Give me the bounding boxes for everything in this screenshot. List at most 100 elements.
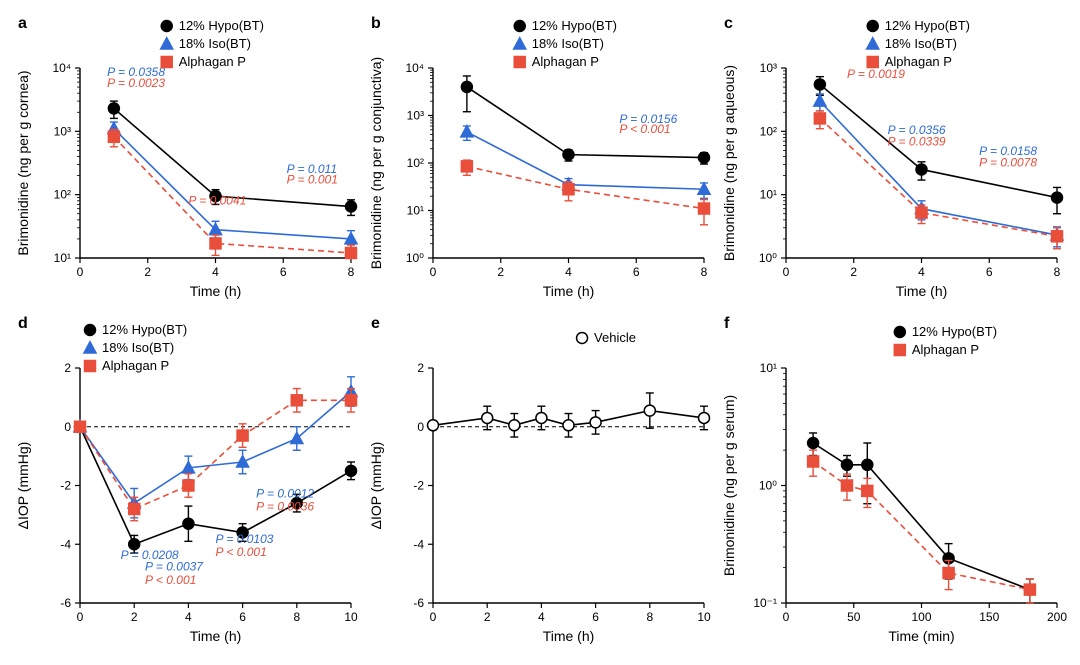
svg-text:P = 0.0339: P = 0.0339 — [888, 134, 946, 148]
svg-text:0: 0 — [430, 610, 437, 624]
svg-text:200: 200 — [1047, 610, 1067, 624]
svg-text:ΔIOP (mmHg): ΔIOP (mmHg) — [15, 442, 31, 530]
svg-text:2: 2 — [497, 265, 504, 279]
svg-text:10²: 10² — [407, 156, 424, 170]
svg-text:0: 0 — [77, 265, 84, 279]
svg-text:0: 0 — [417, 420, 424, 434]
svg-text:Alphagan P: Alphagan P — [532, 54, 599, 69]
svg-text:d: d — [18, 315, 28, 332]
svg-text:-6: -6 — [413, 596, 424, 610]
svg-text:P = 0.0036: P = 0.0036 — [256, 499, 314, 513]
svg-text:10: 10 — [697, 610, 711, 624]
svg-text:10¹: 10¹ — [760, 188, 777, 202]
svg-text:-2: -2 — [60, 479, 71, 493]
svg-text:12% Hypo(BT): 12% Hypo(BT) — [179, 18, 264, 33]
svg-text:10⁴: 10⁴ — [52, 61, 71, 75]
svg-text:-2: -2 — [413, 479, 424, 493]
svg-text:c: c — [724, 15, 733, 32]
svg-text:100: 100 — [911, 610, 931, 624]
svg-text:8: 8 — [701, 265, 708, 279]
svg-text:P = 0.0023: P = 0.0023 — [107, 76, 165, 90]
svg-text:10⁴: 10⁴ — [405, 61, 424, 75]
svg-text:2: 2 — [850, 265, 857, 279]
svg-text:Alphagan P: Alphagan P — [179, 54, 246, 69]
svg-text:0: 0 — [783, 265, 790, 279]
figure-grid: a02468Time (h)10¹10²10³10⁴Brimonidine (n… — [10, 10, 1070, 655]
svg-text:0: 0 — [783, 610, 790, 624]
svg-text:Time (h): Time (h) — [896, 283, 948, 299]
svg-text:Alphagan P: Alphagan P — [912, 342, 979, 357]
svg-text:Time (h): Time (h) — [543, 628, 595, 644]
svg-text:Alphagan P: Alphagan P — [102, 358, 169, 373]
svg-text:b: b — [371, 15, 381, 32]
svg-text:10¹: 10¹ — [54, 251, 71, 265]
svg-text:10¹: 10¹ — [407, 204, 424, 218]
svg-text:6: 6 — [280, 265, 287, 279]
svg-text:P = 0.0037: P = 0.0037 — [145, 560, 204, 574]
svg-text:6: 6 — [633, 265, 640, 279]
svg-text:12% Hypo(BT): 12% Hypo(BT) — [102, 322, 187, 337]
svg-text:8: 8 — [348, 265, 355, 279]
svg-text:P = 0.0103: P = 0.0103 — [216, 532, 274, 546]
svg-text:Time (min): Time (min) — [888, 628, 954, 644]
svg-text:P < 0.001: P < 0.001 — [145, 573, 196, 587]
panel-e: e 0 2 4 6 8 10 Time (h) -6 -4 -2 0 2 ΔIOP (mmHg) Vehic… — [363, 310, 716, 655]
svg-text:18% Iso(BT): 18% Iso(BT) — [179, 36, 251, 51]
panel-c: c02468Time (h)10⁰10¹10²10³Brimonidine (n… — [716, 10, 1069, 310]
svg-text:0: 0 — [64, 420, 71, 434]
svg-text:P = 0.0078: P = 0.0078 — [979, 155, 1037, 169]
svg-text:10⁻¹: 10⁻¹ — [753, 596, 777, 610]
panel-b: b02468Time (h)10⁰10¹10²10³10⁴Brimonidine… — [363, 10, 716, 310]
svg-text:10²: 10² — [54, 188, 71, 202]
svg-text:4: 4 — [185, 610, 192, 624]
svg-text:-6: -6 — [60, 596, 71, 610]
svg-text:6: 6 — [592, 610, 599, 624]
svg-text:Brimonidine (ng per g aqueous): Brimonidine (ng per g aqueous) — [721, 65, 737, 261]
svg-text:10⁰: 10⁰ — [759, 251, 777, 265]
svg-text:-4: -4 — [413, 537, 424, 551]
svg-text:6: 6 — [239, 610, 246, 624]
svg-text:2: 2 — [417, 361, 424, 375]
svg-text:ΔIOP (mmHg): ΔIOP (mmHg) — [368, 442, 384, 530]
svg-text:6: 6 — [986, 265, 993, 279]
svg-text:Vehicle: Vehicle — [594, 330, 636, 345]
svg-text:10³: 10³ — [760, 61, 777, 75]
svg-text:P < 0.001: P < 0.001 — [216, 545, 267, 559]
svg-text:50: 50 — [847, 610, 861, 624]
svg-text:P < 0.001: P < 0.001 — [619, 122, 670, 136]
panel-a: a02468Time (h)10¹10²10³10⁴Brimonidine (n… — [10, 10, 363, 310]
svg-text:P = 0.0041: P = 0.0041 — [188, 193, 246, 207]
svg-text:P = 0.001: P = 0.001 — [287, 173, 338, 187]
svg-text:18% Iso(BT): 18% Iso(BT) — [102, 340, 174, 355]
svg-text:Alphagan P: Alphagan P — [885, 54, 952, 69]
svg-text:Brimonidine (ng per g serum): Brimonidine (ng per g serum) — [721, 395, 737, 576]
svg-text:10³: 10³ — [54, 124, 71, 138]
svg-text:Time (h): Time (h) — [190, 628, 242, 644]
svg-text:2: 2 — [484, 610, 491, 624]
svg-text:12% Hypo(BT): 12% Hypo(BT) — [532, 18, 617, 33]
svg-text:8: 8 — [646, 610, 653, 624]
svg-text:Brimonidine (ng per g conjunct: Brimonidine (ng per g conjunctiva) — [368, 57, 384, 269]
svg-text:10³: 10³ — [407, 109, 424, 123]
row-1: a02468Time (h)10¹10²10³10⁴Brimonidine (n… — [10, 10, 1070, 310]
svg-text:10²: 10² — [760, 124, 777, 138]
svg-text:10: 10 — [344, 610, 358, 624]
svg-text:Brimonidine (ng per g cornea): Brimonidine (ng per g cornea) — [15, 70, 31, 255]
svg-text:4: 4 — [212, 265, 219, 279]
svg-text:4: 4 — [538, 610, 545, 624]
svg-text:8: 8 — [293, 610, 300, 624]
svg-text:18% Iso(BT): 18% Iso(BT) — [532, 36, 604, 51]
panel-d: d0246810Time (h)-6-4-202ΔIOP (mmHg)P = 0… — [10, 310, 363, 655]
svg-text:10¹: 10¹ — [760, 361, 777, 375]
svg-text:e: e — [371, 315, 380, 332]
svg-text:f: f — [724, 315, 730, 332]
row-2: d 0 2 4 6 8 10 Time (h) -6 -4 -2 0 2 ΔIOP (mmHg) P = 0… — [10, 310, 1070, 655]
svg-text:2: 2 — [131, 610, 138, 624]
svg-text:Time (h): Time (h) — [190, 283, 242, 299]
svg-text:2: 2 — [64, 361, 71, 375]
svg-text:P = 0.0012: P = 0.0012 — [256, 486, 314, 500]
svg-text:150: 150 — [979, 610, 999, 624]
svg-text:2: 2 — [144, 265, 151, 279]
svg-text:12% Hypo(BT): 12% Hypo(BT) — [885, 18, 970, 33]
svg-text:12% Hypo(BT): 12% Hypo(BT) — [912, 324, 997, 339]
